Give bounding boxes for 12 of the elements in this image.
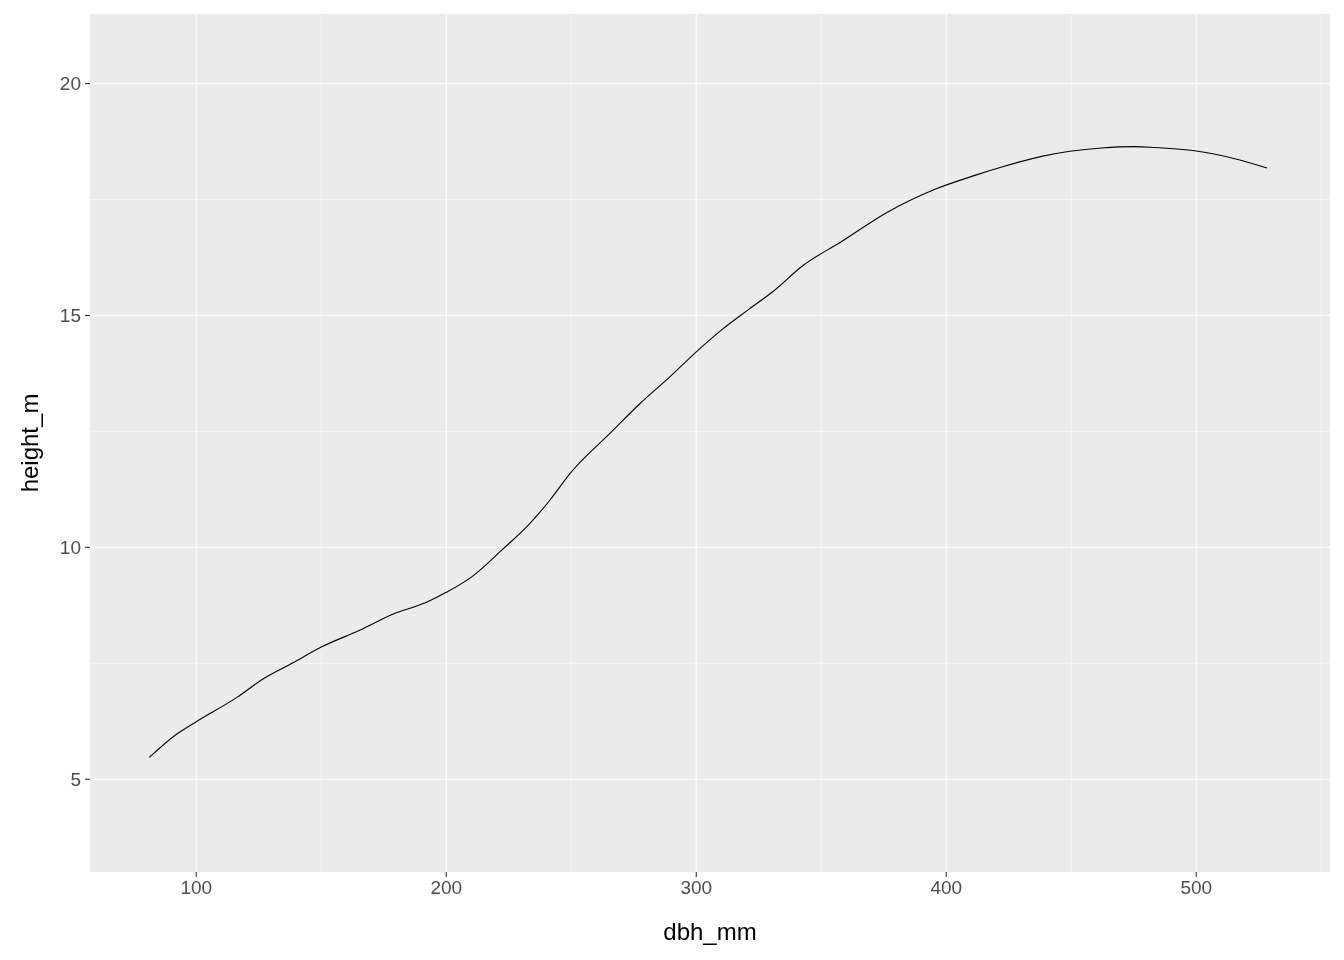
- x-axis-title: dbh_mm: [663, 918, 757, 945]
- y-tick-label: 15: [59, 305, 81, 327]
- x-tick-label: 500: [1180, 877, 1213, 898]
- y-tick-label: 10: [59, 537, 81, 558]
- x-tick-label: 200: [430, 877, 463, 898]
- x-tick-label: 400: [930, 877, 963, 898]
- x-tick-label: 300: [680, 877, 713, 898]
- x-tick-label: 100: [180, 877, 213, 898]
- line-series: [148, 146, 1268, 758]
- y-axis-title: height_m: [16, 393, 43, 493]
- y-tick-label: 5: [70, 768, 81, 790]
- y-tick-label: 20: [59, 73, 81, 95]
